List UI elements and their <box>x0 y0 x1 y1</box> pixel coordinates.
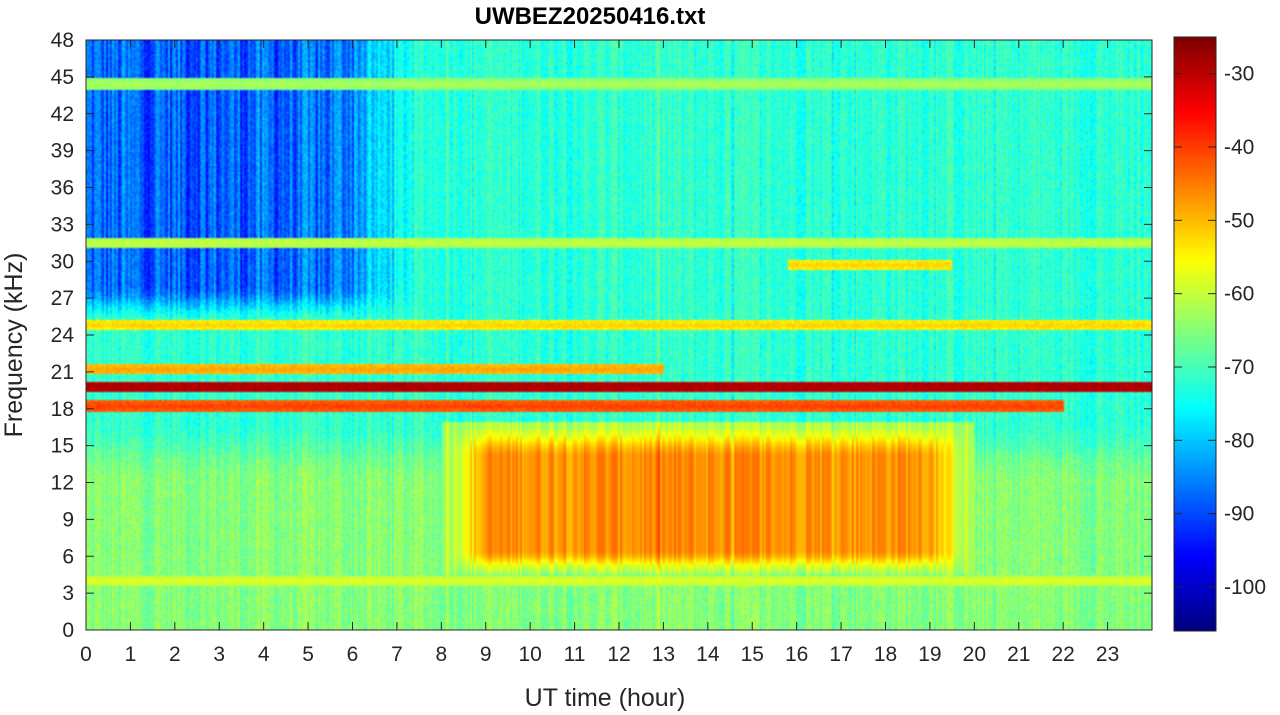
x-tick-label: 19 <box>918 643 941 666</box>
x-tick-label: 16 <box>785 643 808 666</box>
x-axis-label: UT time (hour) <box>525 684 686 712</box>
x-tick-label: 5 <box>302 643 314 666</box>
x-tick-label: 22 <box>1051 643 1074 666</box>
colorbar-tick-label: -30 <box>1224 63 1254 86</box>
x-tick-label: 15 <box>741 643 764 666</box>
colorbar-tick-label: -50 <box>1224 209 1254 232</box>
x-tick-label: 21 <box>1007 643 1030 666</box>
x-tick-label: 8 <box>435 643 447 666</box>
colorbar-tick-label: -100 <box>1224 576 1266 599</box>
spectrogram-heatmap <box>86 40 1152 630</box>
y-tick-label: 45 <box>51 66 74 89</box>
y-tick-label: 6 <box>62 545 74 568</box>
x-axis: 0 1 2 3 4 5 6 7 8 9 10 11 12 13 14 15 16 17 18 19 20 21 22 23 <box>80 40 1119 666</box>
x-tick-label: 20 <box>963 643 986 666</box>
colorbar-tick-label: -40 <box>1224 136 1254 159</box>
y-tick-label: 9 <box>62 508 74 531</box>
chart-title: UWBEZ20250416.txt <box>475 3 706 30</box>
y-tick-label: 39 <box>51 140 74 163</box>
x-tick-label: 13 <box>652 643 675 666</box>
y-tick-label: 18 <box>51 398 74 421</box>
y-tick-label: 48 <box>51 29 74 52</box>
y-tick-label: 0 <box>62 619 74 642</box>
colorbar: -100 -90 -80 -70 -60 -50 -40 -30 <box>1173 36 1266 632</box>
x-tick-label: 7 <box>391 643 403 666</box>
x-tick-label: 4 <box>258 643 270 666</box>
x-tick-label: 14 <box>696 643 720 666</box>
y-tick-label: 12 <box>51 472 74 495</box>
y-tick-label: 33 <box>51 213 74 236</box>
y-tick-label: 30 <box>51 250 74 273</box>
x-tick-label: 6 <box>347 643 359 666</box>
y-tick-label: 15 <box>51 435 74 458</box>
x-tick-label: 9 <box>480 643 492 666</box>
colorbar-tick-label: -80 <box>1224 429 1254 452</box>
colorbar-gradient <box>1174 37 1216 631</box>
x-tick-label: 12 <box>607 643 630 666</box>
y-tick-label: 3 <box>62 582 74 605</box>
colorbar-tick-label: -90 <box>1224 503 1254 526</box>
colorbar-tick-label: -70 <box>1224 356 1254 379</box>
colorbar-frame <box>1173 36 1217 632</box>
y-axis-label: Frequency (kHz) <box>0 253 28 438</box>
y-tick-label: 27 <box>51 287 74 310</box>
x-tick-label: 3 <box>213 643 225 666</box>
x-tick-label: 17 <box>829 643 852 666</box>
x-tick-label: 23 <box>1096 643 1119 666</box>
x-tick-label: 0 <box>80 643 92 666</box>
x-tick-label: 2 <box>169 643 181 666</box>
x-tick-label: 18 <box>874 643 897 666</box>
y-tick-label: 42 <box>51 103 74 126</box>
x-tick-label: 1 <box>125 643 137 666</box>
colorbar-tick-label: -60 <box>1224 283 1254 306</box>
y-tick-label: 36 <box>51 177 74 200</box>
y-tick-label: 21 <box>51 361 74 384</box>
x-tick-label: 10 <box>518 643 541 666</box>
plot-area <box>85 39 1153 631</box>
x-tick-label: 11 <box>564 643 586 666</box>
colorbar-ticks: -100 -90 -80 -70 -60 -50 -40 -30 <box>1174 63 1266 599</box>
y-tick-label: 24 <box>51 324 75 347</box>
